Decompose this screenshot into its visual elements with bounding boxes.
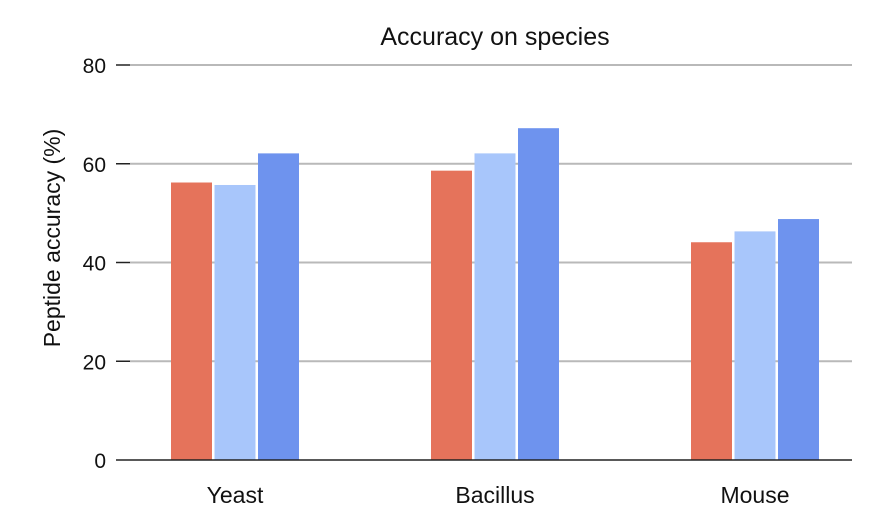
bar [734, 231, 776, 460]
bar [474, 153, 516, 460]
bar [431, 170, 472, 460]
y-axis-label: Peptide accuracy (%) [39, 129, 65, 348]
bars [171, 128, 819, 460]
bar [214, 184, 256, 460]
bar [171, 182, 212, 460]
y-tick-label: 20 [83, 351, 106, 374]
bar [518, 128, 559, 460]
y-ticks: 0 20 40 60 80 [83, 55, 130, 473]
x-category-label: Yeast [207, 482, 264, 508]
y-tick-label: 80 [83, 55, 106, 78]
y-tick-label: 40 [83, 253, 106, 276]
y-tick-label: 0 [94, 450, 106, 473]
bar [258, 153, 299, 460]
x-category-label: Bacillus [455, 482, 534, 508]
bar [778, 219, 819, 460]
x-categories: Yeast Bacillus Mouse [207, 482, 790, 508]
y-tick-label: 60 [83, 154, 106, 177]
x-category-label: Mouse [720, 482, 789, 508]
chart-title: Accuracy on species [380, 23, 609, 51]
bar [691, 242, 732, 460]
